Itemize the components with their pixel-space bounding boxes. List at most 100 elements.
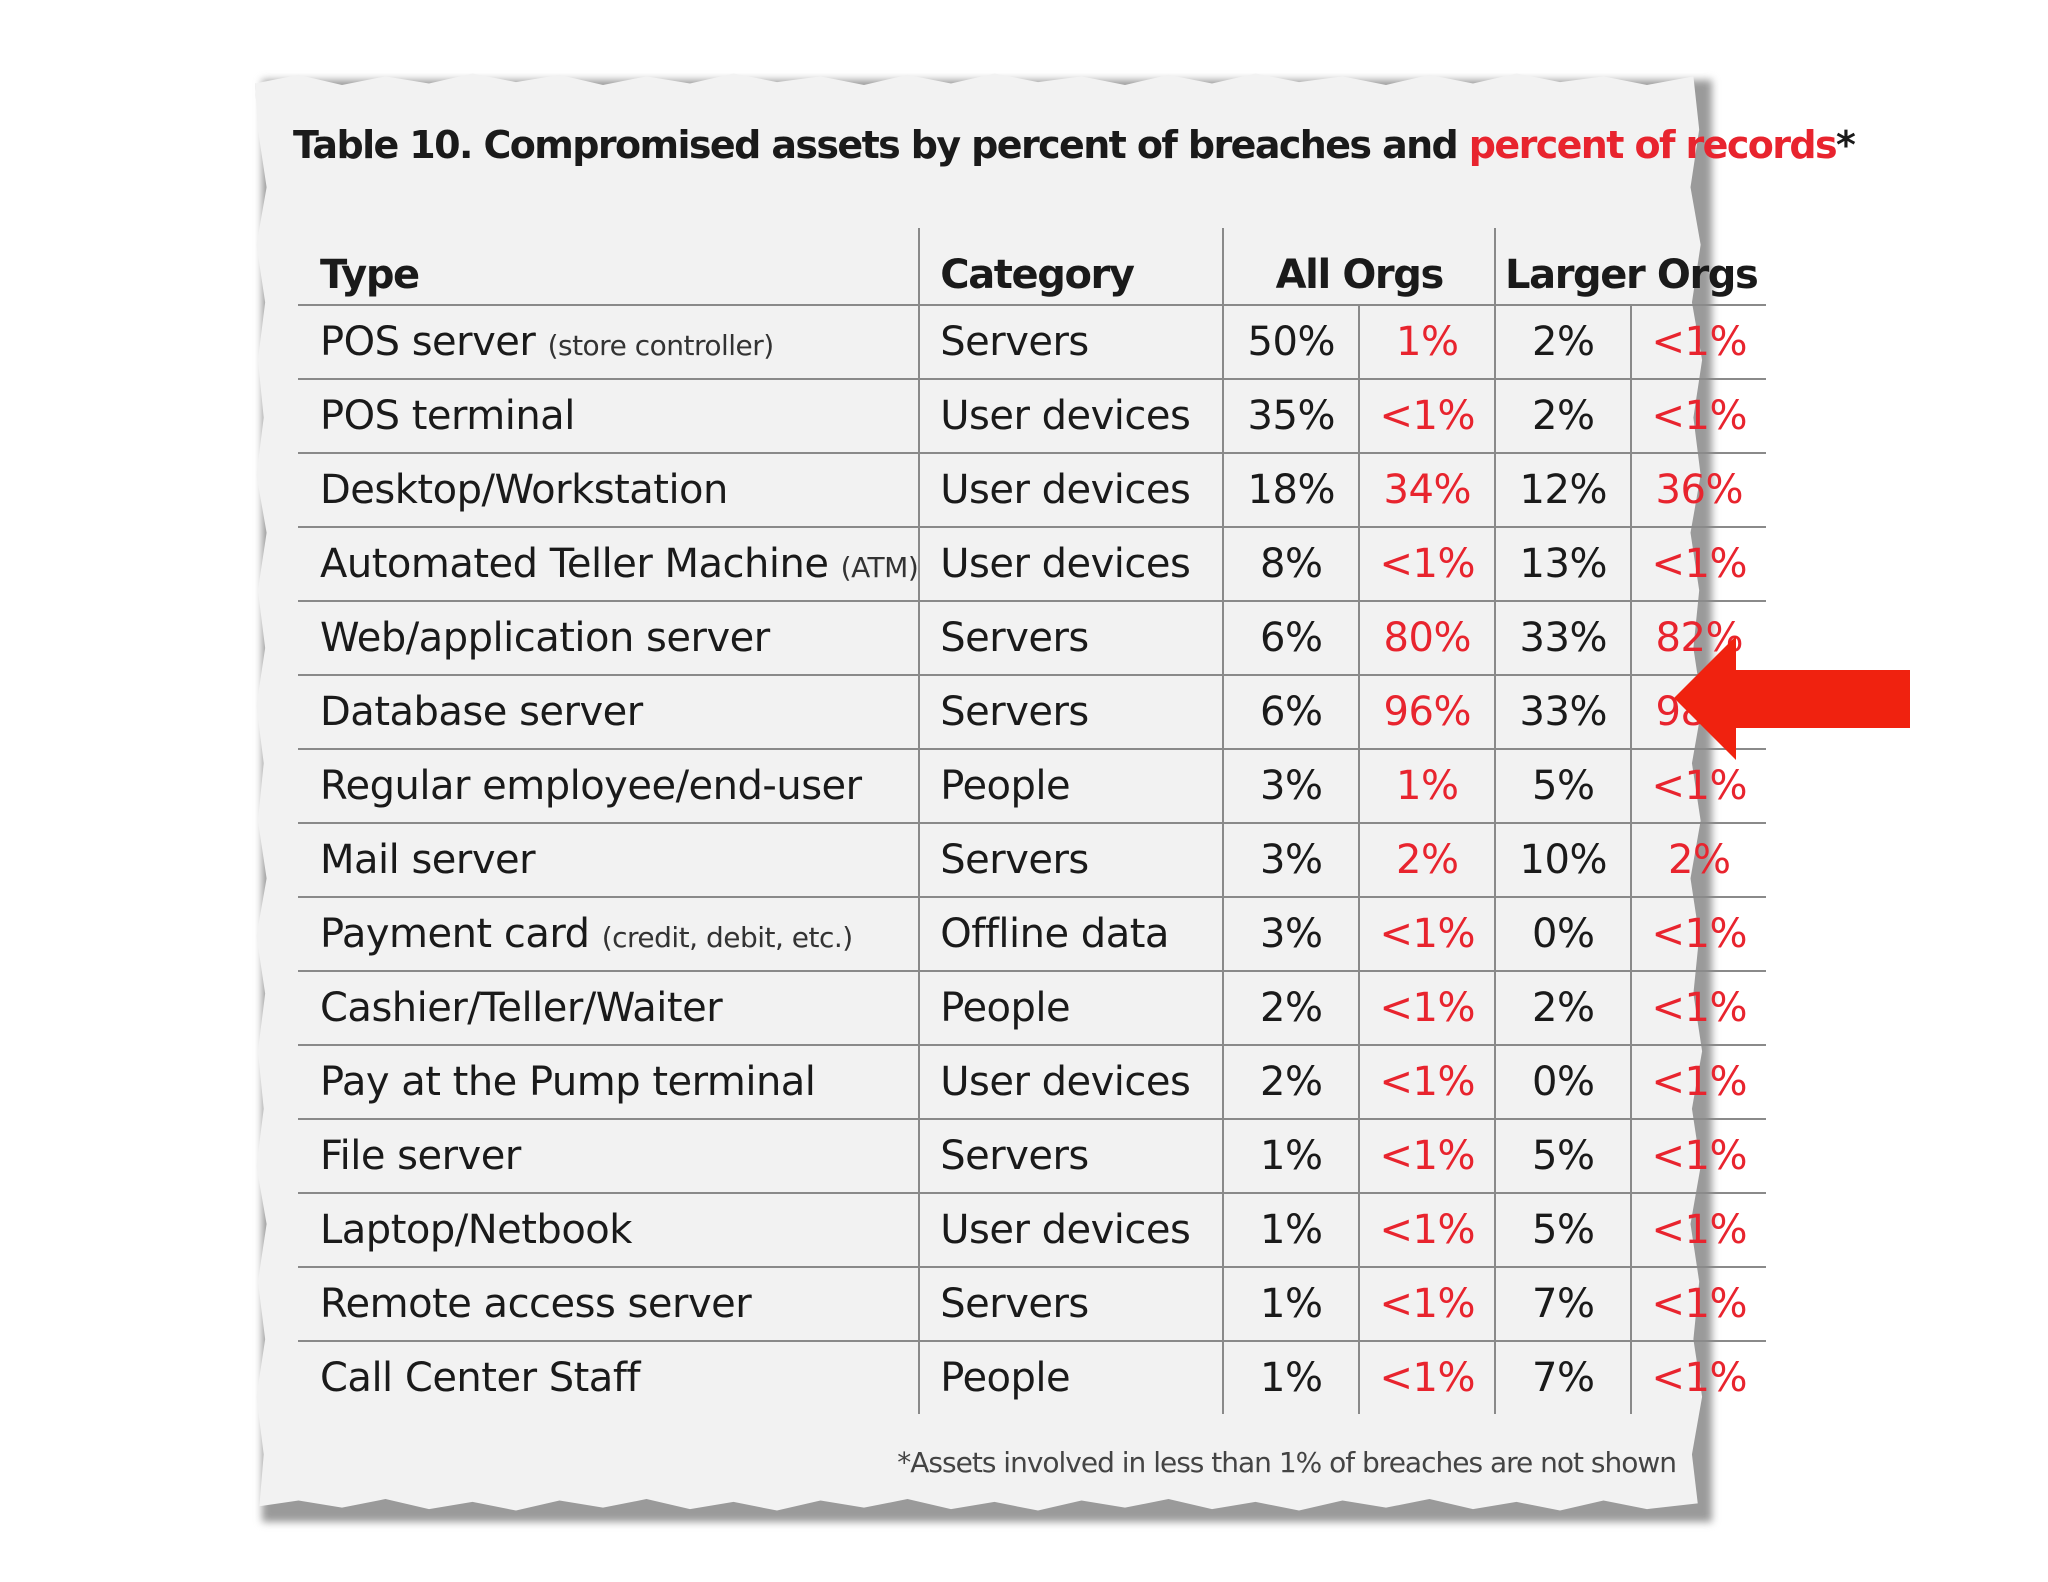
cell-larger-orgs-breaches: 7% bbox=[1494, 1340, 1632, 1414]
cell-larger-orgs-breaches: 7% bbox=[1494, 1266, 1632, 1341]
cell-all-orgs-records: 34% bbox=[1358, 452, 1496, 527]
cell-type: Desktop/Workstation bbox=[298, 452, 920, 527]
table-row: Automated Teller Machine (ATM) User devic… bbox=[298, 526, 1767, 601]
type-label: POS server bbox=[320, 319, 536, 365]
table-row: Cashier/Teller/Waiter People 2% <1% 2% <1% bbox=[298, 970, 1767, 1045]
cell-category: User devices bbox=[918, 378, 1224, 453]
cell-larger-orgs-breaches: 0% bbox=[1494, 1044, 1632, 1119]
cell-larger-orgs-breaches: 5% bbox=[1494, 748, 1632, 823]
cell-all-orgs-breaches: 35% bbox=[1222, 378, 1360, 453]
cell-larger-orgs-records: <1% bbox=[1630, 304, 1767, 379]
cell-category: Servers bbox=[918, 822, 1224, 897]
cell-type: POS server (store controller) bbox=[298, 304, 920, 379]
table-header-row: Type Category All Orgs Larger Orgs bbox=[298, 228, 1767, 305]
cell-type: Mail server bbox=[298, 822, 920, 897]
cell-type: Web/application server bbox=[298, 600, 920, 675]
cell-all-orgs-breaches: 1% bbox=[1222, 1118, 1360, 1193]
type-note: (credit, debit, etc.) bbox=[601, 921, 854, 954]
cell-larger-orgs-records: <1% bbox=[1630, 970, 1767, 1045]
cell-larger-orgs-records: <1% bbox=[1630, 1044, 1767, 1119]
cell-all-orgs-breaches: 2% bbox=[1222, 1044, 1360, 1119]
cell-type: Automated Teller Machine (ATM) bbox=[298, 526, 920, 601]
type-label: Regular employee/end-user bbox=[320, 763, 862, 809]
table-row: Mail server Servers 3% 2% 10% 2% bbox=[298, 822, 1767, 897]
cell-larger-orgs-breaches: 12% bbox=[1494, 452, 1632, 527]
cell-larger-orgs-records: 2% bbox=[1630, 822, 1767, 897]
header-larger-orgs: Larger Orgs bbox=[1494, 228, 1767, 305]
cell-larger-orgs-breaches: 0% bbox=[1494, 896, 1632, 971]
table-row: POS server (store controller) Servers 50% 1… bbox=[298, 304, 1767, 379]
cell-category: User devices bbox=[918, 452, 1224, 527]
compromised-assets-table: Type Category All Orgs Larger Orgs POS s… bbox=[298, 228, 1767, 1414]
cell-larger-orgs-breaches: 5% bbox=[1494, 1192, 1632, 1267]
cell-all-orgs-records: <1% bbox=[1358, 896, 1496, 971]
cell-larger-orgs-breaches: 33% bbox=[1494, 600, 1632, 675]
cell-all-orgs-breaches: 3% bbox=[1222, 896, 1360, 971]
type-label: Remote access server bbox=[320, 1281, 752, 1327]
cell-category: Servers bbox=[918, 304, 1224, 379]
table-body: POS server (store controller) Servers 50% 1… bbox=[298, 304, 1767, 1414]
table-title-suffix: * bbox=[1836, 123, 1856, 167]
cell-category: User devices bbox=[918, 1192, 1224, 1267]
cell-all-orgs-records: <1% bbox=[1358, 1118, 1496, 1193]
cell-larger-orgs-records: <1% bbox=[1630, 896, 1767, 971]
cell-all-orgs-breaches: 8% bbox=[1222, 526, 1360, 601]
type-label: File server bbox=[320, 1133, 521, 1179]
table-row: Regular employee/end-user People 3% 1% 5% <1% bbox=[298, 748, 1767, 823]
cell-larger-orgs-records: <1% bbox=[1630, 748, 1767, 823]
table-row: Desktop/Workstation User devices 18% 34% 12%… bbox=[298, 452, 1767, 527]
cell-type: Database server bbox=[298, 674, 920, 749]
type-label: Call Center Staff bbox=[320, 1355, 640, 1401]
cell-all-orgs-breaches: 3% bbox=[1222, 748, 1360, 823]
cell-larger-orgs-records: 36% bbox=[1630, 452, 1767, 527]
cell-larger-orgs-records: <1% bbox=[1630, 1340, 1767, 1414]
cell-larger-orgs-records: <1% bbox=[1630, 1118, 1767, 1193]
table-title-prefix: Table 10. Compromised assets by percent … bbox=[293, 123, 1469, 167]
cell-larger-orgs-breaches: 13% bbox=[1494, 526, 1632, 601]
type-note: (ATM) bbox=[840, 551, 919, 584]
table-row: POS terminal User devices 35% <1% 2% <1% bbox=[298, 378, 1767, 453]
cell-category: Servers bbox=[918, 600, 1224, 675]
cell-all-orgs-records: 1% bbox=[1358, 304, 1496, 379]
type-label: Desktop/Workstation bbox=[320, 467, 728, 513]
cell-all-orgs-records: <1% bbox=[1358, 970, 1496, 1045]
cell-type: Call Center Staff bbox=[298, 1340, 920, 1414]
cell-all-orgs-records: <1% bbox=[1358, 1340, 1496, 1414]
cell-category: People bbox=[918, 748, 1224, 823]
cell-type: File server bbox=[298, 1118, 920, 1193]
type-label: Laptop/Netbook bbox=[320, 1207, 632, 1253]
cell-category: Servers bbox=[918, 1118, 1224, 1193]
cell-all-orgs-records: <1% bbox=[1358, 1266, 1496, 1341]
cell-type: Remote access server bbox=[298, 1266, 920, 1341]
table-row: Laptop/Netbook User devices 1% <1% 5% <1% bbox=[298, 1192, 1767, 1267]
type-label: Payment card bbox=[320, 911, 590, 957]
type-label: Web/application server bbox=[320, 615, 770, 661]
cell-category: People bbox=[918, 1340, 1224, 1414]
cell-type: Laptop/Netbook bbox=[298, 1192, 920, 1267]
type-label: Database server bbox=[320, 689, 643, 735]
table-title: Table 10. Compromised assets by percent … bbox=[293, 123, 1856, 167]
cell-all-orgs-records: <1% bbox=[1358, 526, 1496, 601]
cell-all-orgs-breaches: 18% bbox=[1222, 452, 1360, 527]
cell-larger-orgs-breaches: 10% bbox=[1494, 822, 1632, 897]
cell-type: POS terminal bbox=[298, 378, 920, 453]
table-title-highlight: percent of records bbox=[1468, 123, 1838, 167]
cell-all-orgs-records: 1% bbox=[1358, 748, 1496, 823]
table-footnote: *Assets involved in less than 1% of brea… bbox=[897, 1446, 1677, 1479]
table-row: Pay at the Pump terminal User devices 2% <1… bbox=[298, 1044, 1767, 1119]
header-all-orgs: All Orgs bbox=[1222, 228, 1496, 305]
cell-category: User devices bbox=[918, 1044, 1224, 1119]
type-label: Mail server bbox=[320, 837, 536, 883]
cell-type: Cashier/Teller/Waiter bbox=[298, 970, 920, 1045]
cell-all-orgs-records: <1% bbox=[1358, 1192, 1496, 1267]
cell-category: User devices bbox=[918, 526, 1224, 601]
cell-category: People bbox=[918, 970, 1224, 1045]
left-arrow-icon bbox=[1674, 636, 1910, 760]
cell-all-orgs-records: <1% bbox=[1358, 1044, 1496, 1119]
type-note: (store controller) bbox=[547, 329, 775, 362]
cell-all-orgs-breaches: 1% bbox=[1222, 1266, 1360, 1341]
cell-type: Regular employee/end-user bbox=[298, 748, 920, 823]
table-row: Remote access server Servers 1% <1% 7% <1% bbox=[298, 1266, 1767, 1341]
cell-all-orgs-breaches: 6% bbox=[1222, 674, 1360, 749]
